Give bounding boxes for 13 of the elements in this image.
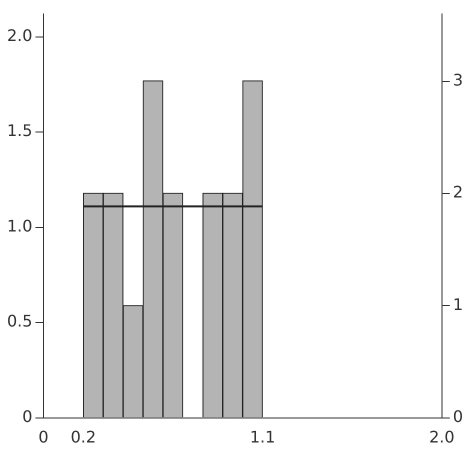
y2-tick-label: 0 bbox=[452, 406, 464, 426]
x-tick-label: 2.0 bbox=[429, 428, 455, 447]
x-tick-label: 0 bbox=[38, 428, 49, 447]
y-tick-label: 1.5 bbox=[6, 121, 32, 140]
y2-tick-label: 3 bbox=[452, 70, 464, 90]
y2-tick-label: 2 bbox=[452, 182, 464, 202]
y2-tick-label: 1 bbox=[452, 294, 464, 314]
x-tick-label: 1.1 bbox=[250, 428, 276, 447]
y-tick-label: 1.0 bbox=[6, 216, 32, 236]
y-tick-label: 0 bbox=[22, 406, 32, 426]
y-tick-label: 0.5 bbox=[6, 312, 32, 331]
x-tick-label: 0.2 bbox=[70, 428, 96, 447]
y-tick-label: 2.0 bbox=[6, 26, 32, 46]
